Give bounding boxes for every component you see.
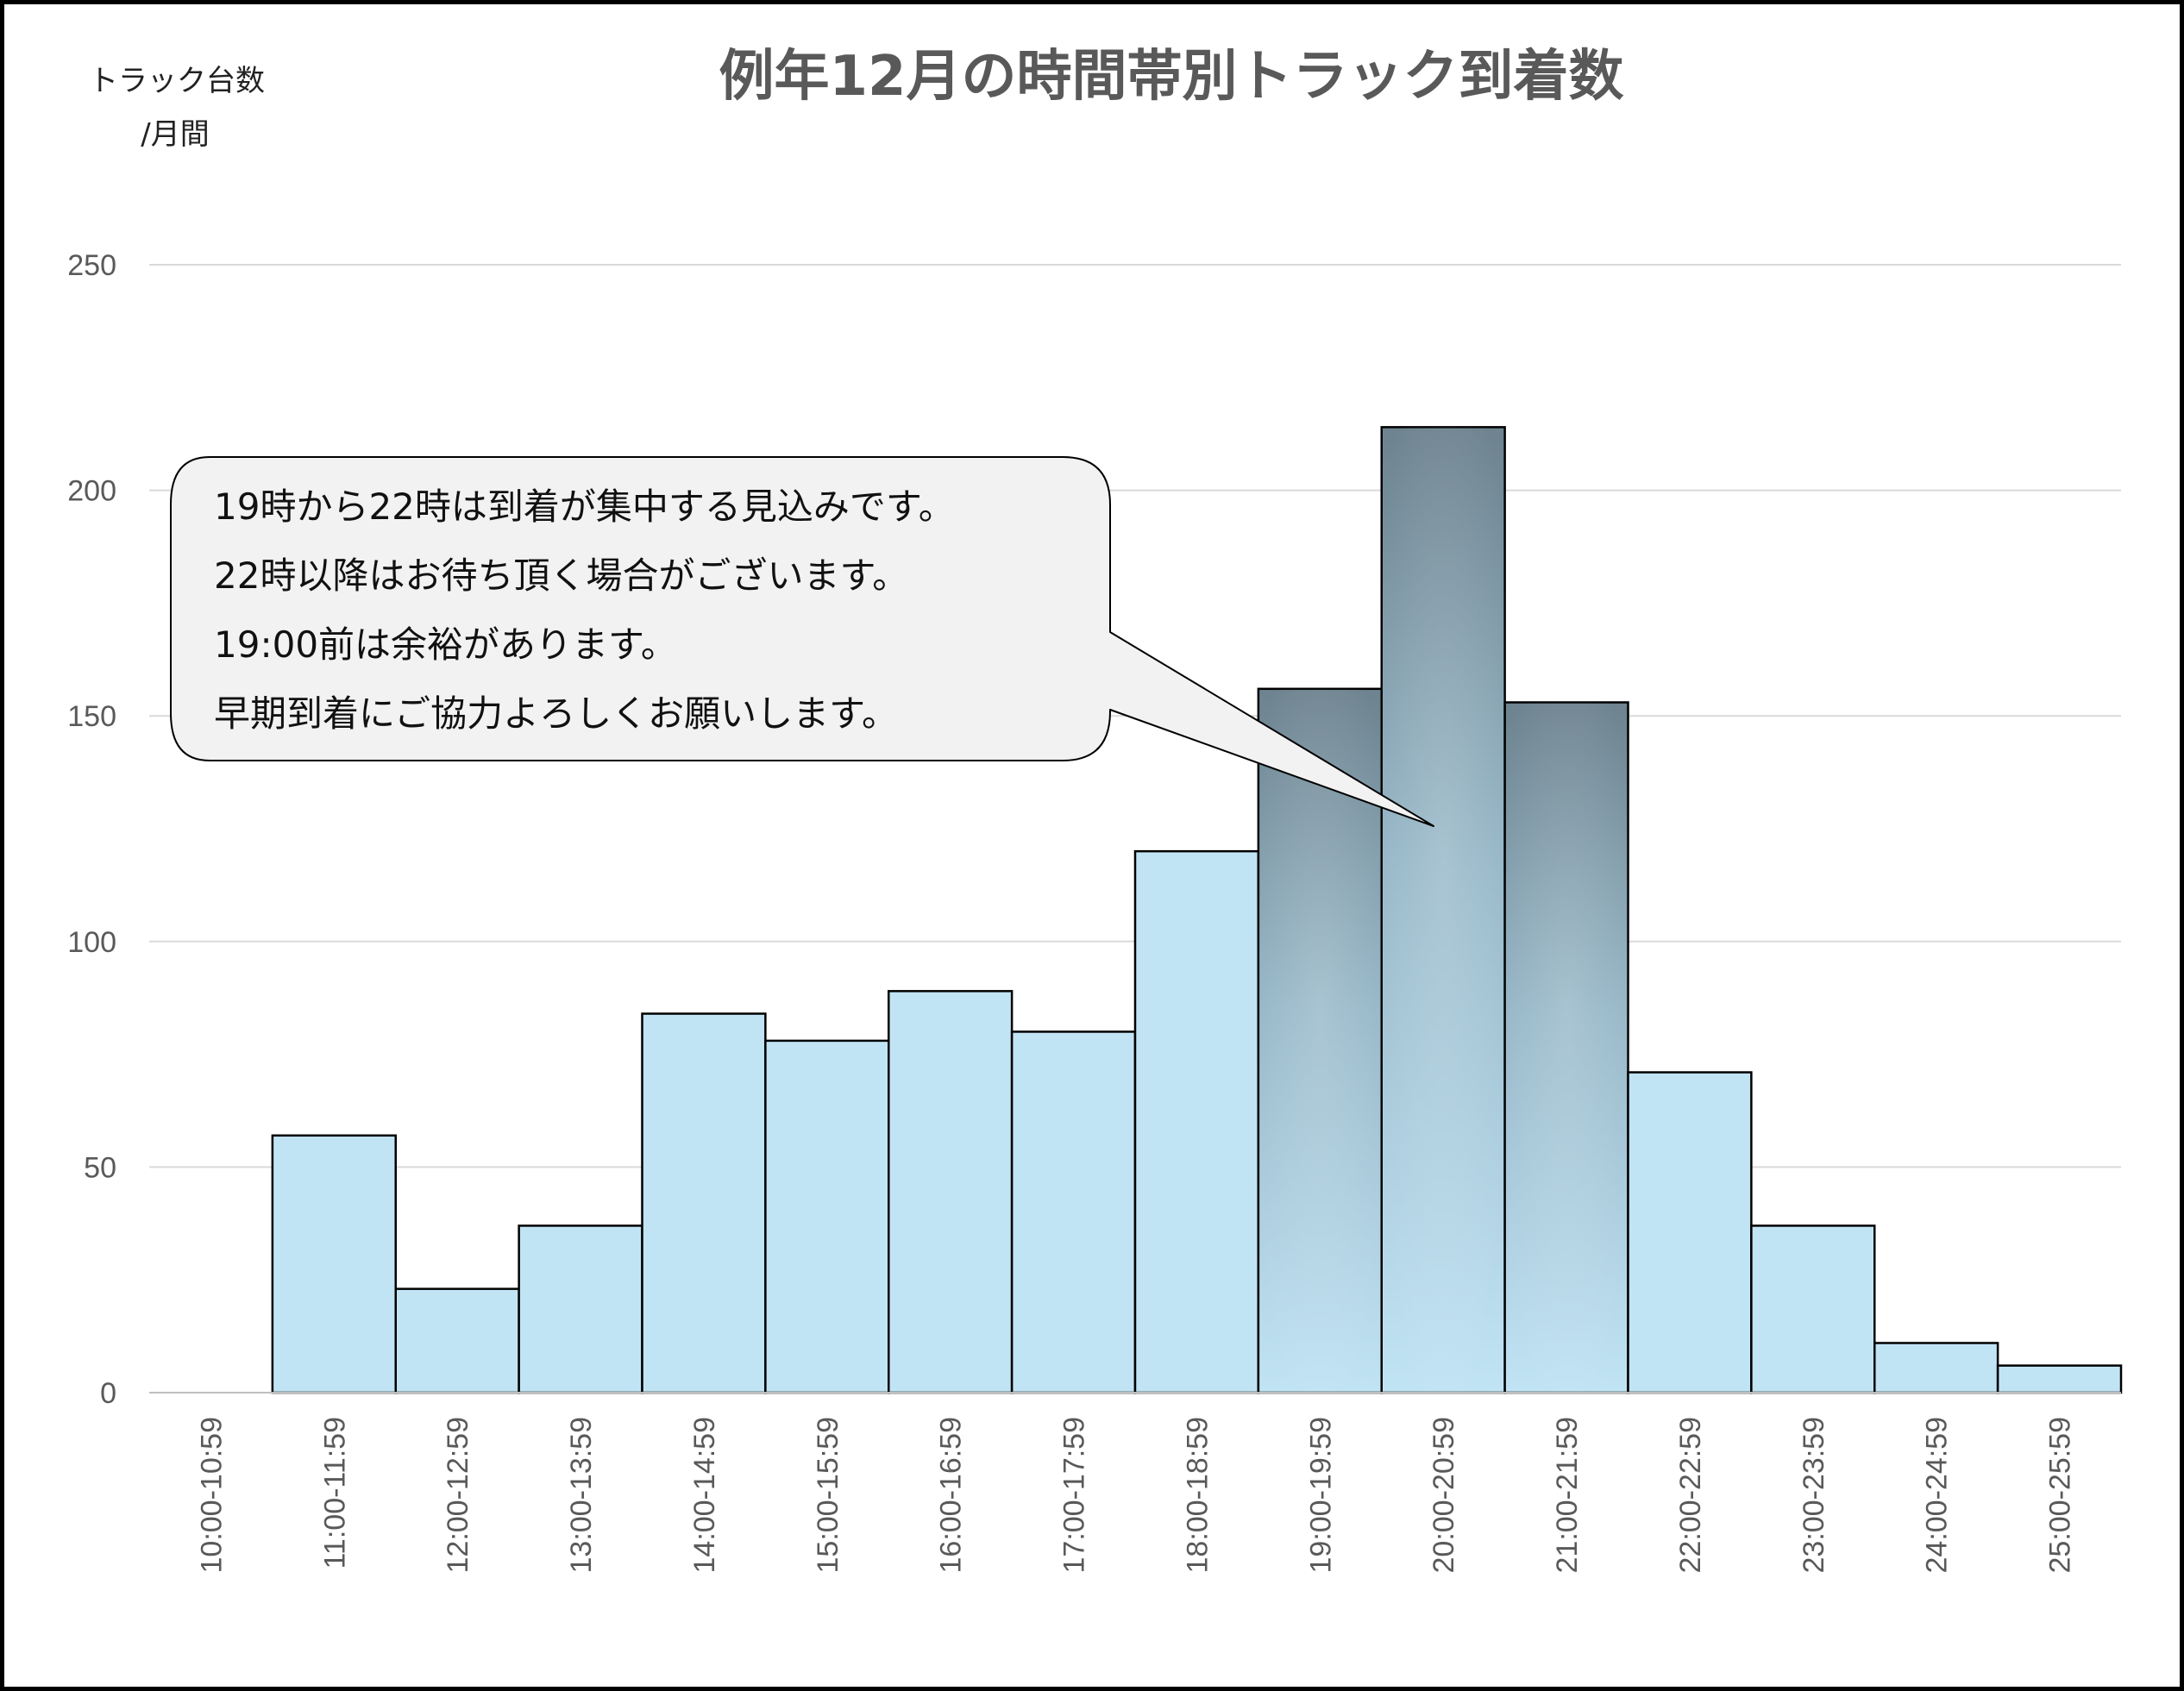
bar-24:00-24:59 [1873, 1342, 1999, 1394]
y-axis-unit-line-2: /月間 [141, 117, 209, 152]
callout-line-3: 19:00前は余裕があります。 [214, 623, 677, 666]
callout-line-4: 早期到着にご協力よろしくお願いします。 [214, 692, 898, 735]
x-tick-label-20:00-20:59: 20:00-20:59 [1428, 1417, 1460, 1574]
chart-title: 例年12月の時間帯別トラック到着数 [719, 45, 1623, 109]
x-tick-label-25:00-25:59: 25:00-25:59 [2044, 1417, 2077, 1574]
bar-13:00-13:59 [518, 1224, 643, 1394]
speech-bubble-callout: 19時から22時は到着が集中する見込みです。 22時以降はお待ち頂く場合がござい… [170, 456, 1434, 827]
y-tick-label-150: 150 [67, 700, 116, 733]
bar-sheen-19:00-19:59 [1258, 688, 1382, 1393]
bar-18:00-18:59 [1133, 849, 1260, 1394]
callout-line-2: 22時以降はお待ち頂く場合がございます。 [214, 554, 908, 597]
x-tick-label-13:00-13:59: 13:00-13:59 [565, 1417, 598, 1574]
x-tick-label-18:00-18:59: 18:00-18:59 [1181, 1417, 1214, 1574]
x-tick-label-23:00-23:59: 23:00-23:59 [1798, 1417, 1830, 1574]
x-tick-label-17:00-17:59: 17:00-17:59 [1058, 1417, 1091, 1574]
bar-15:00-15:59 [764, 1039, 890, 1394]
x-tick-label-10:00-10:59: 10:00-10:59 [195, 1417, 228, 1574]
x-tick-label-14:00-14:59: 14:00-14:59 [688, 1417, 721, 1574]
y-tick-label-0: 0 [100, 1377, 116, 1410]
callout-line-1: 19時から22時は到着が集中する見込みです。 [214, 485, 955, 528]
bar-12:00-12:59 [394, 1287, 520, 1394]
x-tick-label-21:00-21:59: 21:00-21:59 [1551, 1417, 1584, 1574]
x-axis-category-labels: 10:00-10:59 11:00-11:59 12:00-12:59 13:00-1… [195, 1417, 2076, 1574]
x-tick-label-19:00-19:59: 19:00-19:59 [1304, 1417, 1337, 1574]
x-tick-label-22:00-22:59: 22:00-22:59 [1674, 1417, 1707, 1574]
y-tick-label-200: 200 [67, 475, 116, 508]
x-tick-label-24:00-24:59: 24:00-24:59 [1921, 1417, 1954, 1574]
bar-16:00-16:59 [888, 990, 1014, 1394]
x-tick-label-16:00-16:59: 16:00-16:59 [935, 1417, 968, 1574]
bar-22:00-22:59 [1627, 1071, 1753, 1394]
callout-bubble [170, 456, 1434, 827]
bars [271, 426, 2123, 1394]
y-tick-label-100: 100 [67, 926, 116, 959]
y-axis-ticks: 0 50 100 150 200 250 [67, 249, 116, 1410]
bar-23:00-23:59 [1750, 1224, 1876, 1394]
bar-25:00-25:59 [1996, 1364, 2123, 1394]
x-tick-label-15:00-15:59: 15:00-15:59 [812, 1417, 844, 1574]
y-tick-label-250: 250 [67, 249, 116, 282]
histogram-chart: 例年12月の時間帯別トラック到着数 トラック台数 /月間 0 50 100 150 20… [67, 45, 2123, 1574]
bar-14:00-14:59 [641, 1012, 767, 1394]
y-tick-label-50: 50 [84, 1151, 116, 1184]
x-tick-label-11:00-11:59: 11:00-11:59 [318, 1417, 351, 1569]
bar-sheen-20:00-20:59 [1381, 427, 1505, 1393]
y-axis-unit-line-1: トラック台数 [89, 64, 265, 98]
bar-sheen-21:00-21:59 [1504, 702, 1629, 1393]
x-tick-label-12:00-12:59: 12:00-12:59 [442, 1417, 474, 1574]
bar-17:00-17:59 [1010, 1030, 1137, 1394]
bar-11:00-11:59 [271, 1134, 397, 1394]
